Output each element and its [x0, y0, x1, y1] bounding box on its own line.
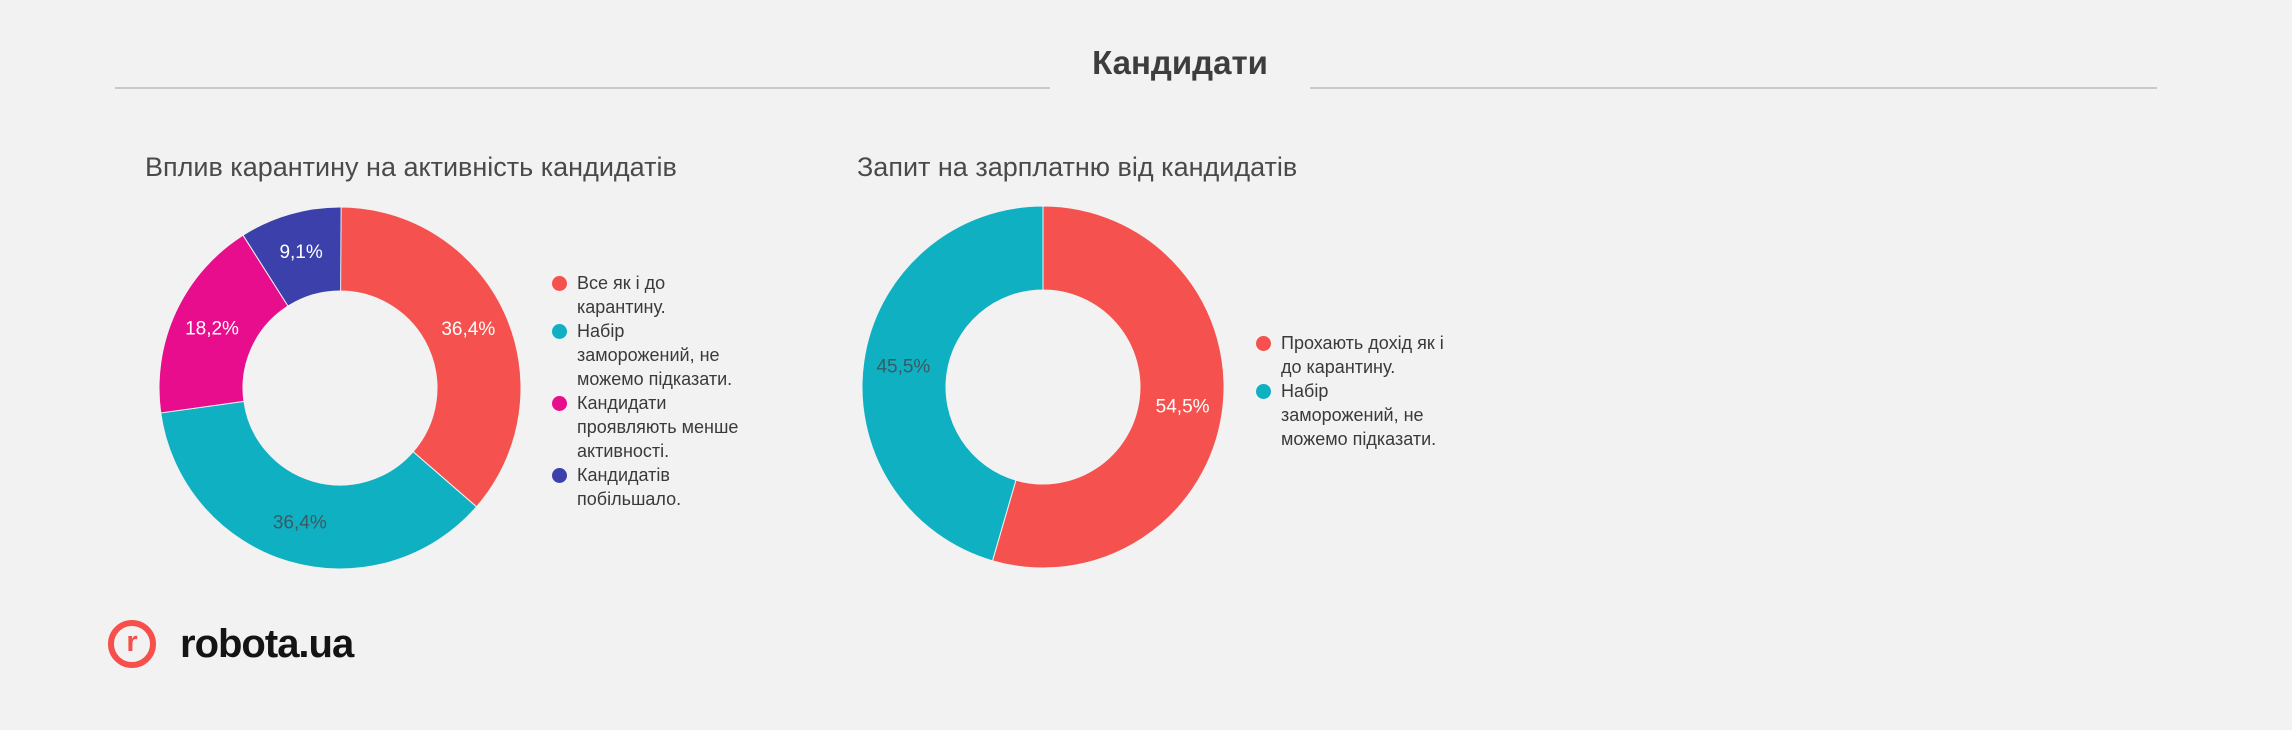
robota-logo-text: robota.ua: [180, 621, 354, 666]
pie-slice: [991, 205, 1225, 569]
legend-dot-icon: [552, 396, 567, 411]
chart-quarantine-impact: Вплив карантину на активність кандидатів…: [145, 152, 845, 602]
donut-chart-salary-request: 54,5% 45,5%: [861, 205, 1225, 569]
pie-slice: [160, 400, 478, 570]
legend-item: Прохають дохід як і до карантину.: [1256, 331, 1466, 379]
legend-dot-icon: [552, 468, 567, 483]
slice-value-label: 45,5%: [876, 357, 930, 378]
chart-legend: Прохають дохід як і до карантину. Набір з…: [1256, 331, 1466, 451]
legend-label: Прохають дохід як і до карантину.: [1281, 333, 1444, 377]
donut-chart-quarantine-impact: 36,4% 36,4% 18,2% 9,1%: [158, 206, 522, 570]
robota-logo-icon: r: [108, 620, 156, 668]
section-title: Кандидати: [1092, 44, 1268, 81]
chart-salary-request: Запит на зарплатню від кандидатів 54,5% 4…: [857, 152, 1557, 602]
legend-label: Кандидатів побільшало.: [577, 465, 682, 509]
pie-slice: [242, 206, 342, 307]
pie-slice: [158, 234, 289, 414]
legend-item: Кандидатів побільшало.: [552, 463, 762, 511]
header-divider-right: [1310, 87, 2157, 89]
slice-value-label: 54,5%: [1156, 396, 1210, 417]
header-divider-left: [115, 87, 1050, 89]
chart-title: Вплив карантину на активність кандидатів: [145, 152, 677, 182]
legend-dot-icon: [552, 276, 567, 291]
legend-label: Набір заморожений, не можемо підказати.: [577, 321, 733, 389]
legend-dot-icon: [552, 324, 567, 339]
legend-item: Набір заморожений, не можемо підказати.: [1256, 379, 1466, 451]
pie-slice: [861, 205, 1044, 562]
slice-value-label: 9,1%: [279, 242, 322, 263]
slice-value-label: 36,4%: [441, 319, 495, 340]
legend-item: Кандидати проявляють менше активності.: [552, 391, 762, 463]
legend-label: Набір заморожений, не можемо підказати.: [1281, 381, 1437, 449]
legend-label: Все як і до карантину.: [577, 273, 666, 317]
legend-item: Набір заморожений, не можемо підказати.: [552, 319, 762, 391]
slice-value-label: 36,4%: [273, 513, 327, 534]
slice-value-label: 18,2%: [185, 318, 239, 339]
robota-logo-mark: r: [126, 625, 138, 658]
legend-label: Кандидати проявляють менше активності.: [577, 393, 739, 461]
chart-legend: Все як і до карантину. Набір заморожений,…: [552, 271, 762, 511]
legend-item: Все як і до карантину.: [552, 271, 762, 319]
footer-logo: r robota.ua: [108, 620, 354, 668]
legend-dot-icon: [1256, 336, 1271, 351]
pie-slice: [339, 206, 522, 508]
legend-dot-icon: [1256, 384, 1271, 399]
chart-title: Запит на зарплатню від кандидатів: [857, 152, 1298, 182]
